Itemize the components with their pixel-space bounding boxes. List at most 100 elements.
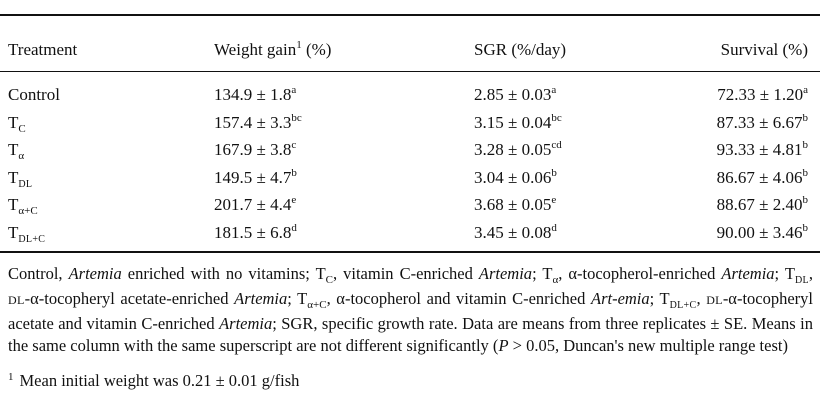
significance-superscript: b bbox=[802, 221, 809, 234]
sgr-cell: 3.68 ± 0.05e bbox=[474, 194, 557, 217]
treatment-label: T bbox=[8, 195, 19, 214]
note-text: ; T bbox=[287, 289, 308, 308]
significance-superscript: d bbox=[551, 221, 557, 234]
note-subscript: DL bbox=[794, 275, 809, 286]
header-treatment: Treatment bbox=[8, 40, 78, 59]
significance-superscript: cd bbox=[551, 139, 562, 151]
treatment-label: T bbox=[8, 140, 19, 159]
significance-superscript: e bbox=[551, 194, 557, 206]
survival-cell: 87.33 ± 6.67b bbox=[716, 111, 809, 135]
note-subscript: α+C bbox=[307, 299, 327, 311]
note-italic: Artemia bbox=[68, 264, 122, 283]
note-text: ; SGR, specific growth rate. Data are me… bbox=[8, 314, 813, 355]
significance-superscript: b bbox=[802, 166, 809, 179]
footnote: 1 Mean initial weight was 0.21 ± 0.01 g/f… bbox=[8, 370, 299, 394]
table-notes: Control, Artemia enriched with no vitami… bbox=[8, 263, 813, 357]
survival-cell-value: 90.00 ± 3.46 bbox=[716, 222, 803, 242]
survival-cell: 88.67 ± 2.40b bbox=[716, 194, 809, 217]
sgr-cell-value: 2.85 ± 0.03 bbox=[474, 85, 552, 104]
significance-superscript: c bbox=[291, 139, 297, 151]
significance-superscript: a bbox=[803, 84, 808, 96]
treatment-cell: TDL bbox=[8, 168, 32, 191]
sgr-cell-value: 3.04 ± 0.06 bbox=[474, 167, 552, 187]
treatment-subscript: α+C bbox=[18, 205, 38, 217]
note-text: enriched with no vitamins; T bbox=[121, 264, 326, 283]
treatment-cell: TC bbox=[8, 113, 26, 135]
note-text: ; T bbox=[532, 264, 553, 283]
weight-gain-cell-value: 167.9 ± 3.8 bbox=[214, 140, 292, 159]
treatment-subscript: DL+C bbox=[18, 233, 46, 245]
weight-gain-cell: 149.5 ± 4.7b bbox=[214, 166, 297, 190]
note-italic: Artemia bbox=[219, 314, 273, 333]
weight-gain-cell: 167.9 ± 3.8c bbox=[214, 139, 297, 162]
note-text: , α-tocopherol and vitamin C-enriched bbox=[326, 289, 591, 308]
note-italic: Artemia bbox=[234, 289, 288, 308]
note-smallcaps: DL bbox=[8, 293, 25, 307]
treatment-label: T bbox=[8, 112, 19, 132]
significance-superscript: bc bbox=[551, 111, 562, 124]
note-text: , bbox=[696, 289, 707, 308]
header-weight-gain: Weight gain1 (%) bbox=[214, 39, 332, 59]
note-text: -α-tocopheryl acetate-enriched bbox=[24, 289, 235, 308]
note-text: -α-tocopheryl acetate and vitamin C-enri… bbox=[8, 289, 814, 333]
treatment-cell: Tα+C bbox=[8, 195, 38, 217]
note-subscript: DL+C bbox=[669, 300, 697, 311]
sgr-cell: 3.15 ± 0.04bc bbox=[474, 111, 562, 135]
footnote-mark: 1 bbox=[296, 39, 302, 51]
significance-superscript: b bbox=[291, 166, 297, 179]
survival-cell: 72.33 ± 1.20a bbox=[717, 84, 808, 107]
note-subscript: C bbox=[325, 274, 333, 286]
treatment-cell: TDL+C bbox=[8, 223, 45, 246]
weight-gain-cell-value: 181.5 ± 6.8 bbox=[214, 222, 292, 242]
note-subscript: α bbox=[552, 274, 559, 286]
treatment-label: T bbox=[8, 167, 19, 187]
significance-superscript: b bbox=[802, 139, 809, 151]
notes-paragraph: Control, Artemia enriched with no vitami… bbox=[8, 263, 813, 357]
note-text: Control, bbox=[8, 264, 69, 283]
header-rule bbox=[0, 71, 820, 72]
sgr-cell-value: 3.68 ± 0.05 bbox=[474, 195, 552, 214]
weight-gain-cell-value: 157.4 ± 3.3 bbox=[214, 112, 292, 132]
sgr-cell: 2.85 ± 0.03a bbox=[474, 84, 557, 107]
treatment-label: T bbox=[8, 222, 19, 242]
weight-gain-cell: 157.4 ± 3.3bc bbox=[214, 112, 302, 135]
survival-cell: 93.33 ± 4.81b bbox=[716, 139, 809, 162]
treatment-cell: Tα bbox=[8, 140, 24, 162]
header-sgr: SGR (%/day) bbox=[474, 40, 567, 59]
survival-cell-value: 87.33 ± 6.67 bbox=[716, 112, 803, 132]
survival-cell-value: 88.67 ± 2.40 bbox=[716, 195, 803, 214]
survival-cell-value: 86.67 ± 4.06 bbox=[716, 167, 803, 187]
weight-gain-cell-value: 149.5 ± 4.7 bbox=[214, 167, 292, 187]
significance-superscript: a bbox=[551, 84, 557, 96]
survival-cell-value: 72.33 ± 1.20 bbox=[717, 85, 804, 104]
header-survival: Survival (%) bbox=[720, 40, 808, 59]
treatment-subscript: C bbox=[18, 122, 26, 135]
sgr-cell-value: 3.15 ± 0.04 bbox=[474, 112, 552, 132]
significance-superscript: b bbox=[802, 111, 809, 124]
significance-superscript: a bbox=[291, 84, 297, 96]
treatment-label: Control bbox=[8, 85, 60, 104]
significance-superscript: b bbox=[802, 194, 809, 206]
note-text: > 0.05, Duncan's new multiple range test… bbox=[508, 336, 788, 355]
note-italic: P bbox=[498, 336, 509, 355]
survival-cell-value: 93.33 ± 4.81 bbox=[716, 140, 803, 159]
treatment-subscript: α bbox=[18, 150, 25, 162]
footnote-text: Mean initial weight was 0.21 ± 0.01 g/fi… bbox=[19, 371, 300, 390]
sgr-cell: 3.04 ± 0.06b bbox=[474, 166, 557, 190]
significance-superscript: b bbox=[551, 166, 557, 179]
sgr-cell: 3.28 ± 0.05cd bbox=[474, 139, 562, 162]
significance-superscript: e bbox=[291, 194, 297, 206]
weight-gain-cell-value: 134.9 ± 1.8 bbox=[214, 85, 292, 104]
note-italic: Artemia bbox=[721, 264, 775, 283]
weight-gain-cell: 201.7 ± 4.4e bbox=[214, 194, 297, 217]
note-text: , bbox=[808, 264, 813, 283]
significance-superscript: d bbox=[291, 221, 297, 234]
weight-gain-cell: 134.9 ± 1.8a bbox=[214, 84, 297, 107]
note-text: , vitamin C-enriched bbox=[333, 264, 479, 283]
treatment-subscript: DL bbox=[18, 178, 33, 190]
footnote-marker: 1 bbox=[8, 371, 14, 383]
note-italic: Art-emia bbox=[590, 289, 650, 308]
note-smallcaps: DL bbox=[706, 293, 723, 307]
survival-cell: 86.67 ± 4.06b bbox=[716, 166, 809, 190]
bottom-rule bbox=[0, 251, 820, 253]
